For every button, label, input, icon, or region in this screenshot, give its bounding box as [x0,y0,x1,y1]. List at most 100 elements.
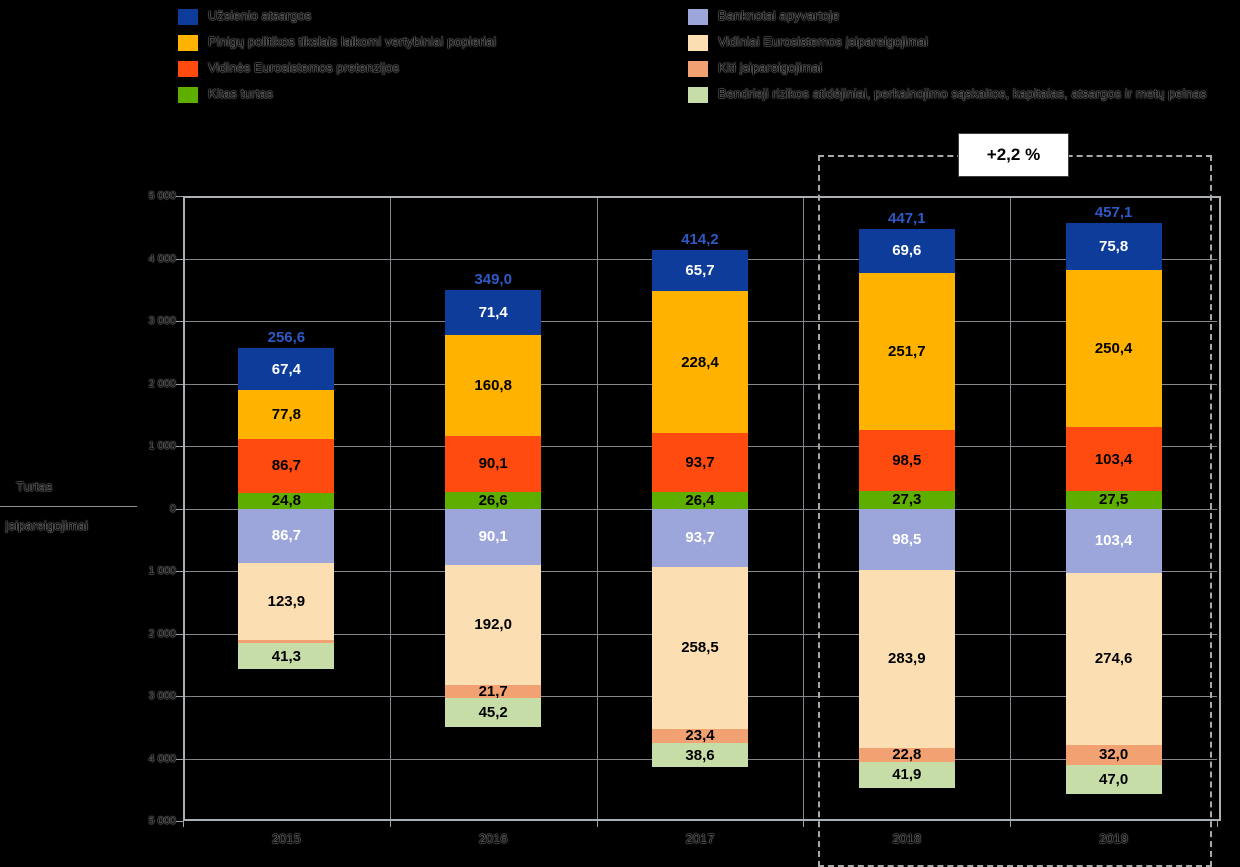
legend-item-provisions-capital: Bendrieji rizikos atidėjiniai, perkainoj… [688,86,1218,103]
gridline [1010,196,1012,821]
bar-segment: 75,8 [1065,222,1162,271]
legend-label: Bendrieji rizikos atidėjiniai, perkainoj… [718,86,1207,101]
x-axis-category-label: 2017 [685,831,715,846]
bar-segment: 27,3 [858,491,955,509]
y-axis-tick-label: 5 000 [148,190,176,202]
x-axis-category-label: 2019 [1099,831,1129,846]
legend-swatch-intra-eurosystem-liabilities-icon [688,35,708,51]
x-axis-tick [596,821,598,827]
bar-segment: 98,5 [858,429,955,492]
y-axis-title-liabilities: Įsipareigojimai [5,518,89,533]
bar-segment: 47,0 [1065,764,1162,795]
bar-total-label: 457,1 [1094,203,1133,221]
legend-label: Pinigų politikos tikslais laikomi vertyb… [208,34,497,49]
legend-swatch-provisions-capital-icon [688,87,708,103]
bar-segment: 98,5 [858,508,955,571]
bar-segment: 27,5 [1065,491,1162,509]
legend-label: Užsienio atsargos [208,8,312,23]
gridline [803,196,805,821]
y-axis-tick-label: 3 000 [148,315,176,327]
y-axis-tick-label: 2 000 [148,377,176,390]
bar-segment: 90,1 [445,508,542,565]
y-axis-tick [176,196,183,197]
legend-item-intra-eurosystem-liabilities: Vidiniai Eurosistemos įsipareigojimai [688,34,928,51]
x-axis-tick [183,821,184,827]
y-axis-tick [176,758,183,760]
bar-segment: 77,8 [238,390,335,439]
bar-total-label: 414,2 [681,230,719,248]
y-axis-tick-label: 0 [169,502,176,515]
bar-segment: 26,4 [652,492,748,509]
y-axis-tick-label: 4 000 [148,752,176,765]
bar-segment: 251,7 [858,272,955,430]
y-axis-tick [176,821,183,822]
x-axis-tick [389,821,391,827]
bar-segment: 41,3 [238,643,335,669]
bar-segment: 69,6 [858,229,955,273]
legend-swatch-foreign-reserves-icon [178,9,198,25]
gridline [389,196,391,821]
y-axis-tick [176,258,183,260]
bar-segment: 23,4 [652,727,748,744]
bar-segment: 21,7 [445,683,542,700]
x-axis-tick [803,821,805,827]
bar-segment: 26,6 [445,492,542,509]
bar-segment: 86,7 [238,438,335,493]
bar-total-label: 447,1 [888,210,926,228]
bar-segment: 38,6 [652,743,748,768]
bar-segment: 258,5 [652,567,748,729]
bar-segment: 123,9 [238,562,335,641]
bar-segment: 93,7 [652,433,748,492]
legend-item-other-assets: Kitas turtas [178,86,273,103]
bar-segment: 65,7 [652,249,748,291]
x-axis-tick [1010,821,1012,827]
legend-swatch-intra-eurosystem-claims-icon [178,61,198,77]
growth-annotation-text: +2,2 % [986,145,1041,164]
legend-swatch-monetary-policy-securities-icon [178,35,198,51]
y-axis-tick [176,446,183,447]
legend-item-intra-eurosystem-claims: Vidinės Eurosistemos pretenzijos [178,60,399,77]
x-axis-category-label: 2018 [892,831,922,846]
bar-segment [238,640,335,644]
bar-total-label: 256,6 [267,329,306,347]
y-axis-tick [176,696,183,697]
x-axis-category-label: 2016 [478,831,508,846]
bar-segment: 71,4 [445,290,542,336]
bar-segment: 24,8 [238,492,335,509]
bar-segment: 160,8 [445,335,542,436]
legend-item-monetary-policy-securities: Pinigų politikos tikslais laikomi vertyb… [178,34,496,51]
legend-label: Vidinės Eurosistemos pretenzijos [208,60,400,75]
bar-segment: 274,6 [1065,573,1162,745]
bar-segment: 90,1 [445,435,542,492]
bar-segment: 93,7 [652,508,748,568]
y-axis-tick-label: 4 000 [148,252,176,265]
plot-border [183,196,1221,821]
legend-swatch-other-assets-icon [178,87,198,103]
bar-segment: 86,7 [238,508,335,563]
legend-item-banknotes: Banknotai apyvartoje [688,8,839,25]
legend-item-other-liabilities: Kiti įsipareigojimai [688,60,822,77]
y-axis-tick [176,383,183,385]
x-axis-category-label: 2015 [271,831,301,846]
growth-annotation: +2,2 % [958,133,1069,177]
bar-segment: 22,8 [858,746,955,763]
legend-swatch-banknotes-icon [688,9,708,25]
bar-segment: 228,4 [652,290,748,434]
bar-segment: 67,4 [238,348,335,391]
bar-segment: 45,2 [445,698,542,727]
y-axis-tick [176,508,183,510]
highlight-box-2018-2019 [818,155,1212,867]
y-axis-tick-label: 2 000 [148,627,176,640]
bar-segment: 41,9 [858,761,955,788]
gridline [596,196,598,821]
y-axis-tick-label: 1 000 [148,565,176,577]
bar-segment: 250,4 [1065,270,1162,427]
legend-label: Kitas turtas [208,86,274,101]
bar-segment: 32,0 [1065,744,1162,765]
legend-swatch-other-liabilities-icon [688,61,708,77]
x-axis-tick [1217,821,1218,827]
y-axis-tick-label: 5 000 [148,815,176,827]
legend-label: Vidiniai Eurosistemos įsipareigojimai [718,34,929,49]
y-axis-tick [176,571,183,572]
